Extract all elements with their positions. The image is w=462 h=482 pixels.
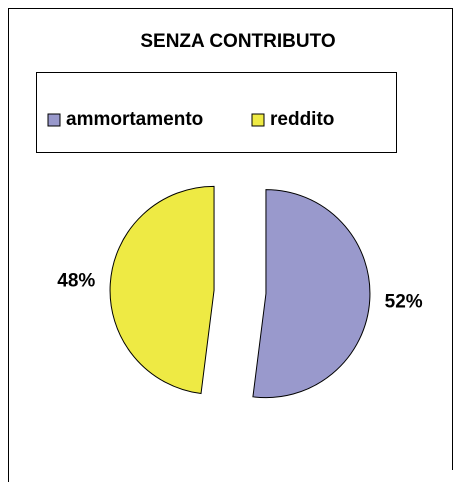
- legend-box: [36, 72, 397, 153]
- chart-border: [8, 8, 453, 482]
- pie-slice: [109, 185, 215, 395]
- legend-label: ammortamento: [66, 109, 203, 130]
- data-label: 48%: [57, 271, 95, 292]
- legend-swatch: [251, 113, 265, 127]
- legend-swatch: [47, 113, 61, 127]
- data-label: 52%: [385, 291, 423, 312]
- pie-slice: [252, 189, 371, 399]
- legend-label: reddito: [270, 109, 334, 130]
- chart-title: SENZA CONTRIBUTO: [140, 31, 335, 52]
